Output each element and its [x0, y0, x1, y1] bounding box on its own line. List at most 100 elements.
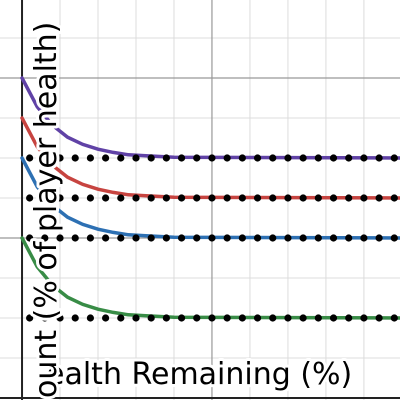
point [26, 234, 34, 242]
point [375, 154, 383, 162]
point [238, 194, 246, 202]
point [253, 194, 262, 202]
point [360, 154, 368, 162]
point [284, 234, 292, 242]
point [193, 314, 201, 322]
point [269, 314, 277, 322]
point [345, 194, 353, 202]
point [314, 154, 322, 162]
point [147, 194, 155, 202]
point [269, 154, 277, 162]
point [56, 154, 64, 162]
point [390, 194, 398, 202]
point [117, 234, 125, 242]
point [329, 154, 338, 162]
x-axis-label: ealth Remaining (%) [46, 357, 352, 392]
point [345, 314, 353, 322]
point [162, 194, 170, 202]
point [71, 314, 79, 322]
point [26, 154, 34, 162]
point [329, 234, 338, 242]
point [102, 314, 110, 322]
point [390, 154, 398, 162]
point [329, 194, 338, 202]
point [253, 154, 262, 162]
point [177, 154, 186, 162]
point [329, 314, 338, 322]
point [177, 314, 186, 322]
point [238, 234, 246, 242]
point [360, 234, 368, 242]
point [375, 194, 383, 202]
marks [20, 76, 400, 322]
point [26, 194, 34, 202]
point [177, 234, 186, 242]
point [86, 234, 95, 242]
point [147, 234, 155, 242]
point [284, 154, 292, 162]
point [71, 194, 79, 202]
point [299, 194, 307, 202]
point [162, 234, 170, 242]
point [193, 154, 201, 162]
point [102, 154, 110, 162]
point [147, 154, 155, 162]
point [360, 194, 368, 202]
point [238, 314, 246, 322]
point [269, 194, 277, 202]
point [345, 234, 353, 242]
point [41, 154, 49, 162]
point [208, 194, 216, 202]
point [132, 234, 140, 242]
point [86, 314, 95, 322]
point [269, 234, 277, 242]
point [117, 194, 125, 202]
point [56, 314, 64, 322]
point [223, 154, 231, 162]
point [177, 194, 186, 202]
point [208, 154, 216, 162]
point [299, 154, 307, 162]
point [253, 314, 262, 322]
point [314, 234, 322, 242]
point [26, 314, 34, 322]
point [86, 194, 95, 202]
point [238, 154, 246, 162]
point [132, 314, 140, 322]
point [284, 314, 292, 322]
point [208, 314, 216, 322]
point [345, 154, 353, 162]
point [86, 154, 95, 162]
point [102, 194, 110, 202]
point [117, 154, 125, 162]
point [299, 234, 307, 242]
y-axis-label: ount (% of player health) [29, 22, 64, 398]
point [41, 194, 49, 202]
point [102, 234, 110, 242]
point [71, 154, 79, 162]
point [223, 194, 231, 202]
point [375, 314, 383, 322]
point [390, 314, 398, 322]
point [223, 314, 231, 322]
point [147, 314, 155, 322]
point [253, 234, 262, 242]
point [390, 234, 398, 242]
point [41, 234, 49, 242]
point [223, 234, 231, 242]
point [299, 314, 307, 322]
point [132, 154, 140, 162]
point [132, 194, 140, 202]
point [314, 314, 322, 322]
point [193, 234, 201, 242]
point [117, 314, 125, 322]
point [193, 194, 201, 202]
point [162, 314, 170, 322]
point [71, 234, 79, 242]
point [162, 154, 170, 162]
point [56, 234, 64, 242]
point [284, 194, 292, 202]
point [56, 194, 64, 202]
